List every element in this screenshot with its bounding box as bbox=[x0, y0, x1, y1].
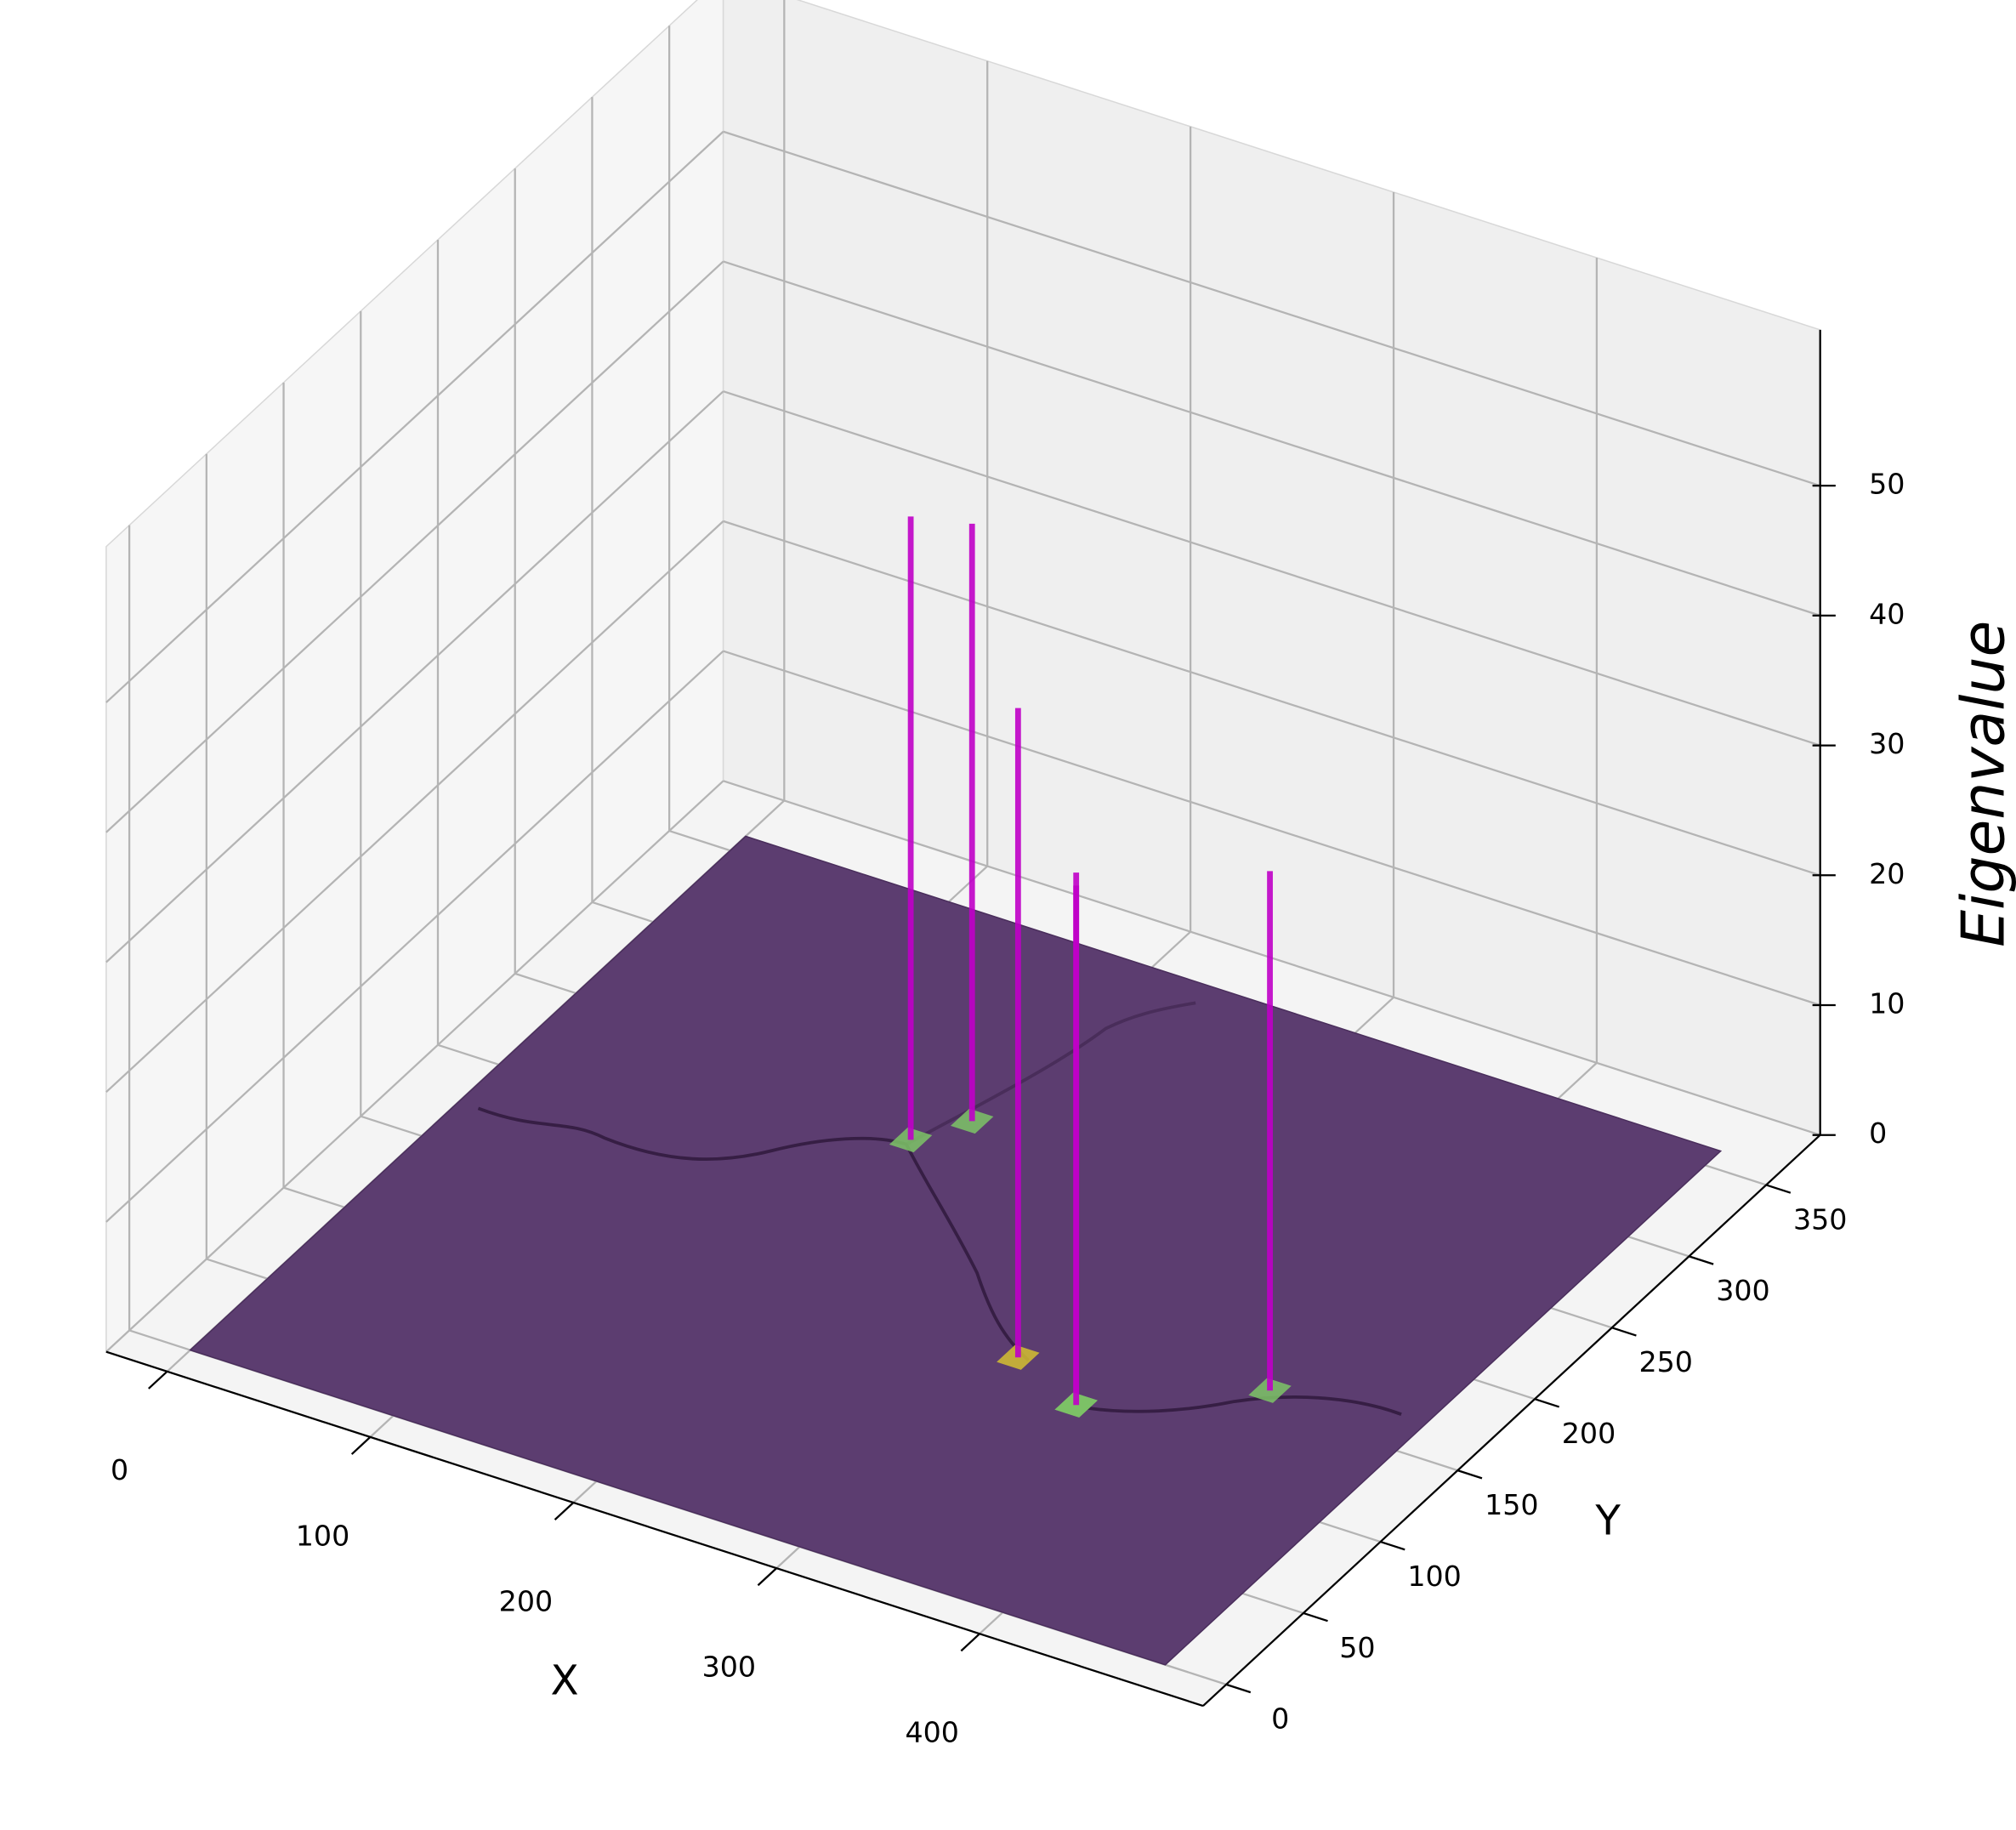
y-tick-label: 250 bbox=[1639, 1345, 1693, 1378]
base-patch bbox=[997, 1344, 1040, 1370]
z-tick-label: 50 bbox=[1869, 468, 1905, 501]
y-tick-label: 350 bbox=[1793, 1202, 1847, 1236]
x-axis-label: X bbox=[551, 1657, 579, 1704]
x-tick bbox=[148, 1370, 168, 1390]
z-axis-label: Eigenvalue bbox=[1949, 621, 2016, 947]
x-tick bbox=[350, 1436, 372, 1455]
x-tick bbox=[960, 1633, 980, 1652]
z-tick-label: 30 bbox=[1869, 727, 1905, 760]
crack bbox=[906, 1001, 1196, 1146]
x-tick-label: 400 bbox=[905, 1716, 958, 1749]
y-tick bbox=[1380, 1540, 1406, 1551]
z-tick-label: 40 bbox=[1869, 597, 1905, 630]
y-tick bbox=[1225, 1683, 1252, 1694]
cracks bbox=[477, 1001, 1402, 1416]
y-tick bbox=[1457, 1469, 1483, 1480]
z-tick-label: 10 bbox=[1869, 987, 1905, 1020]
x-tick bbox=[554, 1502, 575, 1520]
y-tick-label: 0 bbox=[1271, 1702, 1289, 1736]
y-tick bbox=[1534, 1398, 1560, 1408]
crack bbox=[477, 1106, 1030, 1362]
x-tick-label: 300 bbox=[702, 1651, 756, 1684]
y-tick bbox=[1689, 1255, 1714, 1265]
image-surface bbox=[189, 835, 1723, 1666]
grid-line bbox=[723, 260, 1821, 617]
grid-line bbox=[105, 650, 724, 1223]
y-tick-label: 200 bbox=[1562, 1417, 1616, 1450]
y-tick-label: 100 bbox=[1407, 1560, 1461, 1593]
y-tick bbox=[1303, 1611, 1328, 1623]
grid-line bbox=[723, 130, 1821, 487]
z-tick-label: 20 bbox=[1869, 857, 1905, 890]
grid-line bbox=[105, 130, 724, 703]
y-tick-label: 50 bbox=[1339, 1631, 1375, 1664]
surface-layer bbox=[189, 835, 1723, 1666]
grid-line bbox=[105, 520, 724, 1094]
x-tick-label: 0 bbox=[111, 1453, 128, 1486]
x-axis-line bbox=[105, 1350, 1204, 1708]
x-tick bbox=[757, 1567, 778, 1587]
grid-line bbox=[105, 260, 724, 833]
y-tick-label: 300 bbox=[1716, 1274, 1769, 1307]
grid-line bbox=[723, 390, 1821, 747]
crack bbox=[1086, 1395, 1402, 1416]
x-tick-label: 100 bbox=[296, 1519, 349, 1552]
z-tick-label: 0 bbox=[1869, 1117, 1887, 1150]
grid-line bbox=[723, 520, 1821, 877]
y-tick bbox=[1765, 1184, 1792, 1194]
y-tick-label: 150 bbox=[1485, 1488, 1538, 1521]
y-axis-label: Y bbox=[1594, 1497, 1621, 1544]
y-tick bbox=[1611, 1327, 1637, 1337]
marks bbox=[889, 516, 1292, 1418]
y-axis-line bbox=[1202, 1134, 1821, 1707]
grid-line bbox=[105, 780, 724, 1353]
grid-line bbox=[723, 650, 1821, 1007]
axes: 0 100 200 300 400 0 50 100 150 200 250 300 350 0 10 20 3… bbox=[105, 329, 1905, 1749]
plot-area: 0 100 200 300 400 0 50 100 150 200 250 300 350 0 10 20 3… bbox=[105, 0, 2016, 1749]
grid-line bbox=[105, 390, 724, 963]
x-tick-label: 200 bbox=[499, 1584, 553, 1617]
